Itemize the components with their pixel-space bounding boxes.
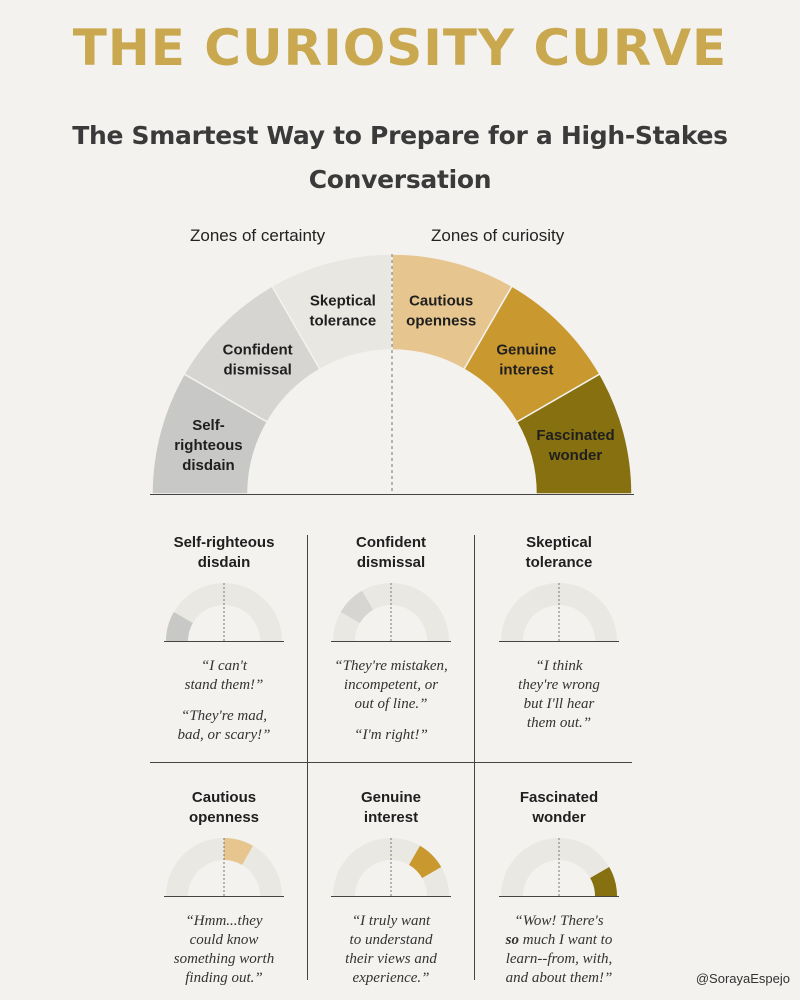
curiosity-curve-diagram: Self-righteous disdain Confident dismissal S… [150,253,634,495]
card-title: Self-righteous disdain [173,534,275,571]
segment-label: Fascinated wonder [536,427,614,464]
card-quote: “Wow! There's so much I want to learn--f… [489,912,629,988]
card-quote-secondary: “They're mad, bad, or scary!” [177,708,271,743]
mini-gauge [331,583,451,642]
quote-text-start: “Wow! There's [514,913,604,929]
gauge-highlight [166,612,193,641]
card-quote-secondary: “I'm right!” [354,727,428,743]
card-title: Fascinated wonder [519,789,599,826]
segment-label: Confident dismissal [223,342,293,379]
card-quote: “They're mistaken, incompetent, or out o… [334,658,448,712]
segment-label: Cautious openness [406,292,476,329]
card-genuine-interest: Genuine interest “I truly want to unders… [321,788,461,988]
page-subtitle: The Smartest Way to Prepare for a High-S… [72,121,728,194]
zones-of-certainty-label: Zones of certainty [190,226,326,245]
quote-text-end: much I want to learn--from, with, and ab… [505,932,613,986]
gauge-track [166,838,282,896]
gauge-track [501,583,617,641]
grid-divider-horizontal [150,762,632,763]
gauge-track [166,583,282,641]
mini-gauge [499,583,619,642]
gauge-track [501,838,617,896]
segment-label: Genuine interest [496,342,556,379]
grid-divider-vertical-2 [474,535,475,980]
segment-label: Self-righteous disdain [174,417,242,474]
page-title: THE CURIOSITY CURVE [72,19,728,77]
gauge-highlight [409,845,442,878]
card-title: Skeptical tolerance [525,534,593,571]
mini-gauge [331,838,451,897]
mini-gauge [164,838,284,897]
mini-gauge [164,583,284,642]
card-quote: “Hmm...they could know something worth f… [173,913,275,986]
card-cautious-openness: Cautious openness “Hmm...they could know… [154,788,294,988]
gauge-highlight [530,583,559,610]
card-title: Confident dismissal [356,534,426,571]
quote-emphasis: so [505,932,519,948]
gauge-highlight [224,838,253,865]
mini-gauge [499,838,619,897]
card-skeptical-tolerance: Skeptical tolerance “I think they're wro… [489,533,629,733]
segment-label: Skeptical tolerance [309,292,376,329]
card-confident-dismissal: Confident dismissal “They're mistaken, i… [321,533,461,745]
author-credit: @SorayaEspejo [695,971,790,986]
card-title: Genuine interest [360,789,421,826]
card-title: Cautious openness [188,789,260,826]
grid-divider-vertical-1 [307,535,308,980]
card-self-righteous-disdain: Self-righteous disdain “I can't stand th… [154,533,294,745]
gauge-highlight [340,590,373,623]
card-quote: “I think they're wrong but I'll hear the… [518,658,600,731]
card-fascinated-wonder: Fascinated wonder “Wow! There's so much … [489,788,629,988]
zones-of-curiosity-label: Zones of curiosity [431,226,565,245]
gauge-highlight [590,867,617,896]
card-quote: “I can't stand them!” [184,658,264,693]
card-quote: “I truly want to understand their views … [345,913,437,986]
